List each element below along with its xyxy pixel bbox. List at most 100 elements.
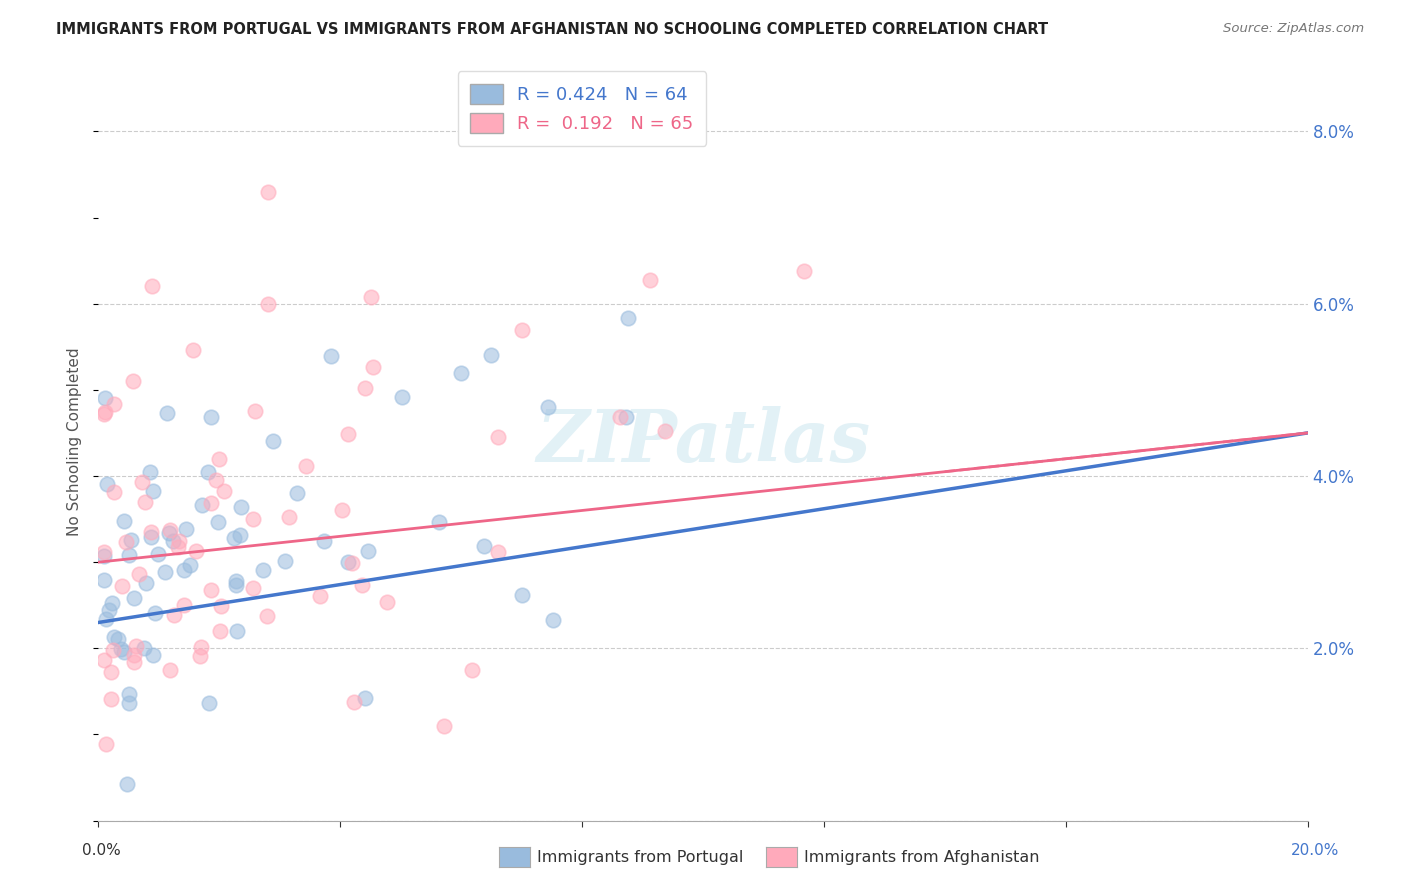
Point: [163, 608, 186, 623]
Point: [103, 397, 125, 411]
Point: [139, 531, 162, 545]
Point: [134, 495, 156, 509]
Text: ZIPatlas: ZIPatlas: [536, 406, 870, 477]
Point: [510, 323, 533, 337]
Point: [125, 639, 148, 653]
Point: [97, 603, 120, 617]
Point: [512, 588, 534, 602]
Point: [159, 523, 181, 537]
Point: [472, 539, 495, 553]
Point: [139, 466, 162, 480]
Point: [173, 564, 195, 578]
Point: [94, 737, 117, 751]
Point: [654, 424, 676, 438]
Point: [433, 719, 456, 733]
Point: [94, 405, 117, 419]
Point: [157, 526, 180, 541]
Point: [118, 548, 141, 562]
Point: [229, 528, 252, 542]
Point: [427, 515, 450, 529]
Point: [124, 648, 146, 663]
Point: [295, 459, 318, 474]
Point: [793, 264, 815, 278]
Point: [146, 547, 169, 561]
Point: [103, 630, 125, 644]
Point: [118, 687, 141, 701]
Point: [481, 348, 503, 362]
Point: [101, 596, 124, 610]
Point: [252, 563, 274, 577]
Point: [340, 556, 363, 570]
Point: [118, 696, 141, 710]
Point: [103, 484, 125, 499]
Point: [319, 349, 342, 363]
Point: [391, 390, 413, 404]
Point: [111, 579, 134, 593]
Point: [198, 696, 221, 710]
Point: [188, 649, 211, 664]
Point: [174, 522, 197, 536]
Point: [287, 485, 309, 500]
Point: [112, 514, 135, 528]
Point: [375, 595, 398, 609]
Point: [360, 290, 382, 304]
Point: [222, 531, 245, 545]
Point: [135, 576, 157, 591]
Text: 20.0%: 20.0%: [1291, 843, 1339, 858]
Point: [153, 565, 176, 579]
Point: [121, 838, 143, 853]
Text: IMMIGRANTS FROM PORTUGAL VS IMMIGRANTS FROM AFGHANISTAN NO SCHOOLING COMPLETED C: IMMIGRANTS FROM PORTUGAL VS IMMIGRANTS F…: [56, 22, 1049, 37]
Point: [197, 465, 219, 479]
Point: [312, 533, 335, 548]
Point: [112, 644, 135, 658]
Point: [124, 591, 146, 606]
Point: [179, 558, 201, 572]
Point: [115, 535, 138, 549]
Point: [242, 512, 264, 526]
Point: [139, 524, 162, 539]
Point: [343, 695, 366, 709]
Point: [93, 653, 115, 667]
Point: [190, 640, 212, 654]
Point: [110, 642, 132, 657]
Point: [450, 367, 472, 381]
Point: [225, 578, 247, 592]
Point: [107, 632, 129, 646]
Point: [200, 496, 222, 510]
Point: [173, 599, 195, 613]
Point: [200, 582, 222, 597]
Point: [167, 541, 190, 555]
Point: [231, 500, 253, 515]
Point: [262, 434, 284, 448]
Point: [100, 665, 122, 680]
Point: [141, 278, 163, 293]
Point: [277, 510, 299, 524]
Point: [181, 343, 204, 358]
Point: [226, 624, 249, 638]
Point: [225, 574, 247, 588]
Point: [128, 567, 150, 582]
Point: [486, 545, 509, 559]
Point: [352, 578, 374, 592]
Point: [143, 606, 166, 620]
Point: [96, 476, 118, 491]
Point: [330, 503, 353, 517]
Point: [336, 426, 359, 441]
Point: [124, 656, 146, 670]
Point: [614, 409, 637, 424]
Y-axis label: No Schooling Completed: No Schooling Completed: [67, 347, 83, 536]
Point: [200, 409, 222, 424]
Point: [94, 612, 117, 626]
Point: [243, 404, 266, 418]
Point: [103, 643, 125, 657]
Point: [638, 273, 661, 287]
Point: [242, 581, 264, 595]
Text: Immigrants from Afghanistan: Immigrants from Afghanistan: [804, 850, 1039, 864]
Point: [609, 410, 631, 425]
Point: [209, 599, 232, 613]
Text: 0.0%: 0.0%: [82, 843, 121, 858]
Point: [214, 483, 236, 498]
Point: [256, 609, 278, 624]
Point: [120, 533, 142, 547]
Point: [93, 549, 115, 563]
